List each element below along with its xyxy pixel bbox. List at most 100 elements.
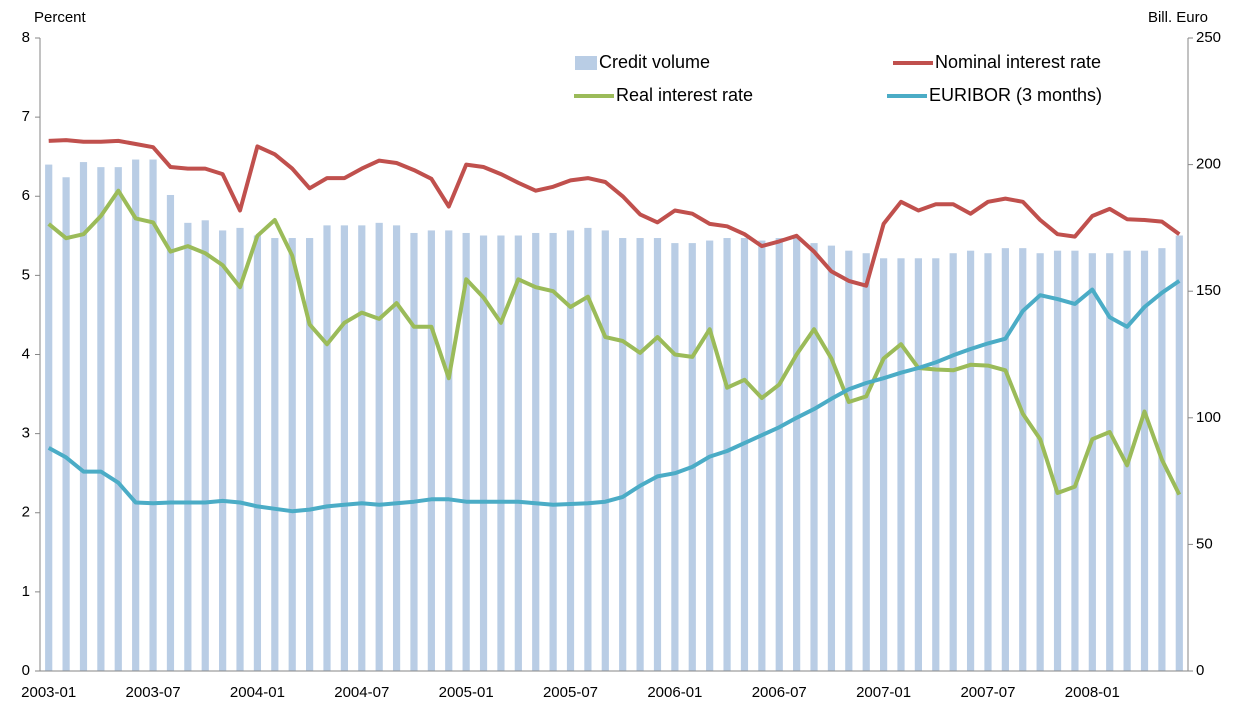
bar: [549, 232, 557, 672]
line-series: [48, 138, 1181, 288]
bar: [1071, 250, 1079, 672]
legend-label: Real interest rate: [616, 85, 753, 105]
bar: [793, 238, 801, 671]
y-tick-label: 8: [22, 29, 30, 46]
x-tick-label: 2004-07: [334, 684, 389, 701]
bar: [323, 225, 331, 672]
bar: [184, 222, 192, 671]
bar: [880, 258, 888, 671]
bar: [358, 225, 366, 672]
legend-swatch: [575, 56, 597, 70]
bar: [653, 238, 662, 671]
bar: [914, 258, 922, 671]
bar: [1106, 253, 1114, 671]
bar: [862, 253, 870, 671]
x-tick-label: 2005-01: [439, 684, 494, 701]
y-tick-label: 1: [22, 583, 30, 600]
line-series: [47, 188, 1182, 496]
bar: [410, 232, 418, 672]
bar: [966, 250, 975, 672]
bar: [166, 194, 175, 671]
bar: [1140, 250, 1149, 672]
bar: [462, 232, 470, 672]
y-tick-label: 7: [22, 108, 30, 125]
bar: [1053, 250, 1062, 672]
bar: [949, 253, 957, 671]
legend-label: Nominal interest rate: [935, 52, 1101, 72]
bar: [1036, 253, 1044, 671]
bar: [271, 238, 279, 671]
bar: [236, 227, 244, 671]
bar: [306, 238, 314, 671]
y2-tick-label: 0: [1196, 662, 1204, 679]
y2-axis-label: Bill. Euro: [1148, 9, 1208, 26]
x-tick-label: 2003-07: [126, 684, 181, 701]
bar: [375, 222, 383, 671]
legend-label: Credit volume: [599, 52, 710, 72]
bar: [132, 159, 140, 671]
y-tick-label: 6: [22, 187, 30, 204]
bar: [253, 235, 262, 671]
bar: [445, 230, 453, 671]
bar: [688, 243, 696, 672]
bar: [149, 159, 157, 671]
bar: [340, 225, 348, 672]
x-tick-label: 2004-01: [230, 684, 285, 701]
bar: [288, 238, 296, 671]
bar: [740, 238, 749, 671]
bar: [219, 230, 227, 671]
x-tick-label: 2007-07: [960, 684, 1015, 701]
bar: [584, 227, 592, 671]
bar: [201, 220, 209, 671]
bar: [775, 238, 783, 671]
bar: [114, 167, 122, 671]
bar: [619, 238, 627, 671]
bar: [62, 177, 70, 671]
y2-tick-label: 250: [1196, 29, 1221, 46]
y-tick-label: 4: [22, 345, 30, 362]
x-tick-label: 2006-07: [752, 684, 807, 701]
legend-label: EURIBOR (3 months): [929, 85, 1102, 105]
bar: [479, 235, 488, 671]
x-tick-label: 2006-01: [647, 684, 702, 701]
bar: [566, 230, 575, 671]
bar: [1019, 248, 1027, 671]
x-tick-label: 2008-01: [1065, 684, 1120, 701]
bar: [897, 258, 905, 671]
bar: [671, 243, 679, 672]
bar: [723, 238, 731, 671]
bar: [636, 238, 644, 671]
y2-tick-label: 200: [1196, 156, 1221, 173]
y2-tick-label: 100: [1196, 409, 1221, 426]
bar: [497, 235, 505, 671]
x-tick-label: 2007-01: [856, 684, 911, 701]
line-series: [47, 279, 1181, 514]
bar: [427, 230, 435, 671]
bar: [514, 235, 522, 671]
y-tick-label: 5: [22, 266, 30, 283]
bar: [1001, 248, 1009, 671]
bar: [810, 243, 818, 672]
x-tick-label: 2005-07: [543, 684, 598, 701]
x-tick-label: 2003-01: [21, 684, 76, 701]
bar: [984, 253, 992, 671]
bar: [45, 164, 53, 671]
y-tick-label: 2: [22, 504, 30, 521]
y-axis-label: Percent: [34, 9, 87, 26]
bar: [932, 258, 940, 671]
y-tick-label: 3: [22, 425, 30, 442]
y2-tick-label: 150: [1196, 282, 1221, 299]
bar: [758, 240, 766, 671]
bar: [1175, 235, 1183, 671]
bar: [601, 230, 609, 671]
bar: [1088, 253, 1096, 671]
y2-tick-label: 50: [1196, 535, 1213, 552]
bar: [845, 250, 853, 672]
bar: [532, 232, 540, 672]
bar: [97, 167, 105, 671]
bar: [392, 225, 401, 672]
y-tick-label: 0: [22, 662, 30, 679]
bar: [827, 245, 836, 671]
bar: [79, 162, 88, 671]
